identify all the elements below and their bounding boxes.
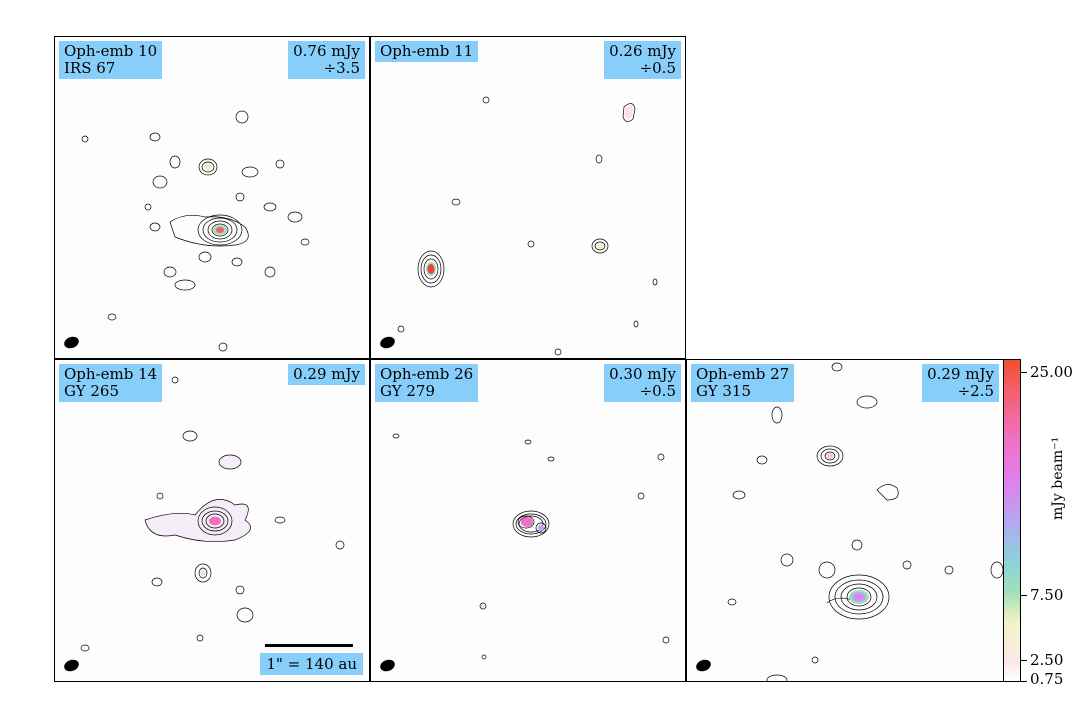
- panel-oph-emb-10: Oph-emb 10 IRS 67 0.76 mJy ÷3.5: [54, 36, 370, 359]
- rms-label: 0.29 mJy ÷2.5: [922, 364, 999, 402]
- scale-bar-label: 1" = 140 au: [260, 653, 363, 675]
- panel-oph-emb-26: Oph-emb 26 GY 279 0.30 mJy ÷0.5: [370, 359, 686, 682]
- source-label: Oph-emb 14 GY 265: [59, 364, 163, 402]
- scale-bar-line: [265, 644, 353, 647]
- contour-map: [397, 96, 658, 356]
- colorbar-tick: [1021, 372, 1027, 373]
- rms-label: 0.76 mJy ÷3.5: [288, 41, 365, 79]
- colorbar-tick: [1021, 595, 1027, 596]
- colorbar: [1003, 359, 1021, 682]
- rms-label: 0.29 mJy: [288, 364, 365, 385]
- colorbar-title: mJy beam⁻¹: [1050, 436, 1066, 520]
- contour-map: [80, 376, 345, 652]
- colorbar-tick-label: 0.75: [1030, 670, 1064, 688]
- source-label: Oph-emb 11: [375, 41, 479, 62]
- colorbar-tick-label: 25.00: [1030, 363, 1073, 381]
- colorbar-tick-label: 2.50: [1030, 651, 1064, 669]
- colorbar-tick: [1021, 681, 1027, 682]
- colorbar-tick-label: 7.50: [1030, 586, 1064, 604]
- panel-oph-emb-27: Oph-emb 27 GY 315 0.29 mJy ÷2.5: [686, 359, 1004, 682]
- contour-map: [392, 433, 670, 660]
- rms-label: 0.30 mJy ÷0.5: [604, 364, 681, 402]
- source-label: Oph-emb 27 GY 315: [691, 364, 795, 402]
- panel-oph-emb-14: Oph-emb 14 GY 265 0.29 mJy 1" = 140 au: [54, 359, 370, 682]
- scale-bar: 1" = 140 au: [260, 644, 363, 675]
- contour-map: [727, 362, 1003, 681]
- source-label: Oph-emb 10 IRS 67: [59, 41, 163, 79]
- source-label: Oph-emb 26 GY 279: [375, 364, 479, 402]
- colorbar-tick: [1021, 660, 1027, 661]
- rms-label: 0.26 mJy ÷0.5: [604, 41, 681, 79]
- panel-oph-emb-11: Oph-emb 11 0.26 mJy ÷0.5: [370, 36, 686, 359]
- contour-map: [81, 110, 310, 352]
